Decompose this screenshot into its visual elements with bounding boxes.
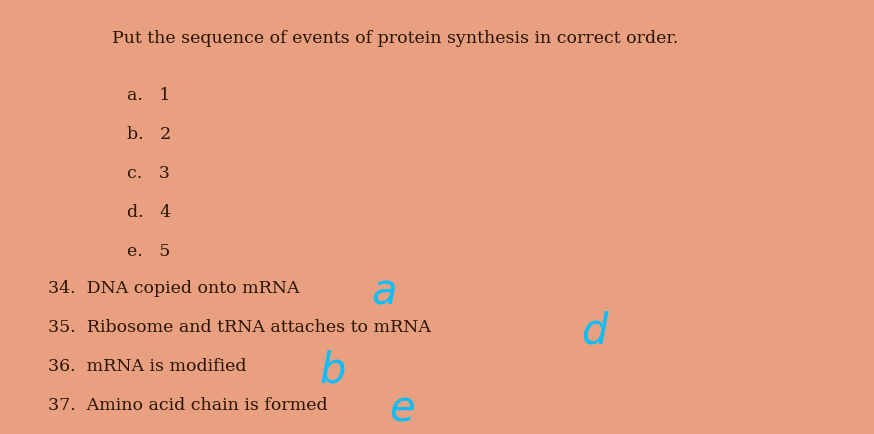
Text: 36.  mRNA is modified: 36. mRNA is modified (48, 358, 246, 375)
Text: 37.  Amino acid chain is formed: 37. Amino acid chain is formed (48, 397, 328, 414)
Text: b: b (319, 349, 345, 391)
Text: a: a (371, 271, 397, 313)
Text: c.   3: c. 3 (127, 165, 170, 182)
Text: b.   2: b. 2 (127, 126, 171, 143)
Text: e: e (389, 388, 414, 431)
Text: c: c (315, 432, 337, 434)
Text: d.   4: d. 4 (127, 204, 170, 221)
Text: d: d (581, 310, 607, 352)
Text: a.   1: a. 1 (127, 87, 170, 104)
Text: e.   5: e. 5 (127, 243, 170, 260)
Text: 34.  DNA copied onto mRNA: 34. DNA copied onto mRNA (48, 280, 300, 297)
Text: Put the sequence of events of protein synthesis in correct order.: Put the sequence of events of protein sy… (112, 30, 678, 47)
Text: 35.  Ribosome and tRNA attaches to mRNA: 35. Ribosome and tRNA attaches to mRNA (48, 319, 431, 336)
